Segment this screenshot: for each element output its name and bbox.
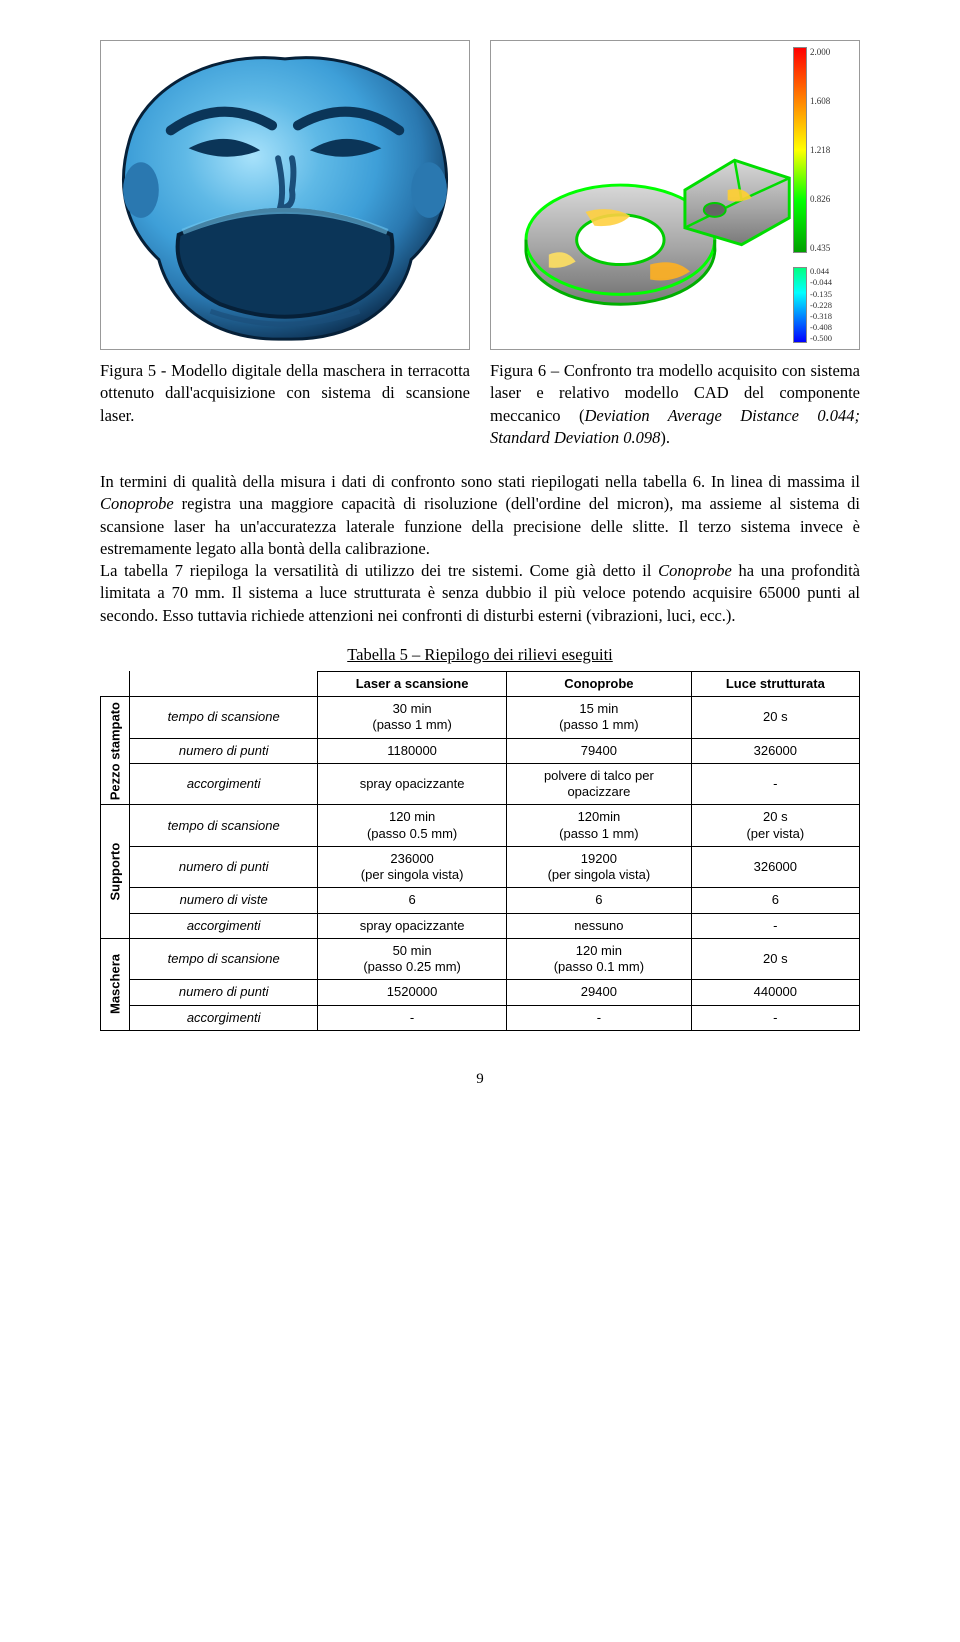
table-row: Supportotempo di scansione120 min(passo … xyxy=(101,805,860,847)
cell: 20 s xyxy=(691,938,859,980)
mask-render xyxy=(101,41,469,349)
table-5: Laser a scansione Conoprobe Luce struttu… xyxy=(100,671,860,1031)
row-label: tempo di scansione xyxy=(130,697,318,739)
cell: 6 xyxy=(507,888,692,913)
row-label: numero di viste xyxy=(130,888,318,913)
col-conoprobe: Conoprobe xyxy=(507,671,692,696)
table-row: Mascheratempo di scansione50 min(passo 0… xyxy=(101,938,860,980)
row-label: accorgimenti xyxy=(130,763,318,805)
cell: - xyxy=(691,913,859,938)
body-paragraphs: In termini di qualità della misura i dat… xyxy=(100,471,860,627)
cell: 20 s(per vista) xyxy=(691,805,859,847)
col-laser: Laser a scansione xyxy=(318,671,507,696)
cell: 1520000 xyxy=(318,980,507,1005)
colorbar-gradient-upper xyxy=(793,47,807,253)
cell: 50 min(passo 0.25 mm) xyxy=(318,938,507,980)
cell: 440000 xyxy=(691,980,859,1005)
table-row: accorgimentispray opacizzantenessuno- xyxy=(101,913,860,938)
table-row: numero di punti118000079400326000 xyxy=(101,738,860,763)
colorbar-ticks-lower: 0.044 -0.044 -0.135 -0.228 -0.318 -0.408… xyxy=(807,267,853,343)
cell: 79400 xyxy=(507,738,692,763)
cell: 29400 xyxy=(507,980,692,1005)
cell: 30 min(passo 1 mm) xyxy=(318,697,507,739)
cell: - xyxy=(507,1005,692,1030)
group-label: Maschera xyxy=(101,938,130,1030)
figure-cad: 2.000 1.608 1.218 0.826 0.435 0.044 -0.0… xyxy=(490,40,860,350)
caption-figure-6: Figura 6 – Confronto tra modello acquisi… xyxy=(490,360,860,449)
col-luce: Luce strutturata xyxy=(691,671,859,696)
cell: nessuno xyxy=(507,913,692,938)
table-row: numero di viste666 xyxy=(101,888,860,913)
row-label: numero di punti xyxy=(130,738,318,763)
row-label: accorgimenti xyxy=(130,913,318,938)
cell: 6 xyxy=(691,888,859,913)
group-label: Pezzo stampato xyxy=(101,697,130,805)
cell: 20 s xyxy=(691,697,859,739)
cell: - xyxy=(691,763,859,805)
cell: spray opacizzante xyxy=(318,913,507,938)
table-row: numero di punti152000029400440000 xyxy=(101,980,860,1005)
colorbar-ticks-upper: 2.000 1.608 1.218 0.826 0.435 xyxy=(807,47,853,253)
table-row: accorgimentispray opacizzantepolvere di … xyxy=(101,763,860,805)
table-title: Tabella 5 – Riepilogo dei rilievi esegui… xyxy=(100,645,860,665)
row-label: tempo di scansione xyxy=(130,938,318,980)
row-label: accorgimenti xyxy=(130,1005,318,1030)
cell: 326000 xyxy=(691,846,859,888)
table-row: accorgimenti--- xyxy=(101,1005,860,1030)
page-number: 9 xyxy=(100,1071,860,1088)
cell: polvere di talco peropacizzare xyxy=(507,763,692,805)
cell: 326000 xyxy=(691,738,859,763)
row-label: numero di punti xyxy=(130,846,318,888)
table-row: Pezzo stampatotempo di scansione30 min(p… xyxy=(101,697,860,739)
cell: - xyxy=(691,1005,859,1030)
table-header-row: Laser a scansione Conoprobe Luce struttu… xyxy=(101,671,860,696)
deviation-colorbar: 2.000 1.608 1.218 0.826 0.435 0.044 -0.0… xyxy=(793,47,853,343)
colorbar-gradient-lower xyxy=(793,267,807,343)
figure-mask xyxy=(100,40,470,350)
cell: - xyxy=(318,1005,507,1030)
cell: 15 min(passo 1 mm) xyxy=(507,697,692,739)
cell: 236000(per singola vista) xyxy=(318,846,507,888)
cell: 6 xyxy=(318,888,507,913)
cell: 1180000 xyxy=(318,738,507,763)
cell: spray opacizzante xyxy=(318,763,507,805)
table-row: numero di punti236000(per singola vista)… xyxy=(101,846,860,888)
row-label: tempo di scansione xyxy=(130,805,318,847)
cell: 120 min(passo 0.1 mm) xyxy=(507,938,692,980)
figure-row: 2.000 1.608 1.218 0.826 0.435 0.044 -0.0… xyxy=(100,40,860,350)
group-label: Supporto xyxy=(101,805,130,939)
captions-row: Figura 5 - Modello digitale della masche… xyxy=(100,360,860,449)
cell: 19200(per singola vista) xyxy=(507,846,692,888)
cell: 120min(passo 1 mm) xyxy=(507,805,692,847)
row-label: numero di punti xyxy=(130,980,318,1005)
cell: 120 min(passo 0.5 mm) xyxy=(318,805,507,847)
caption-figure-5: Figura 5 - Modello digitale della masche… xyxy=(100,360,470,449)
